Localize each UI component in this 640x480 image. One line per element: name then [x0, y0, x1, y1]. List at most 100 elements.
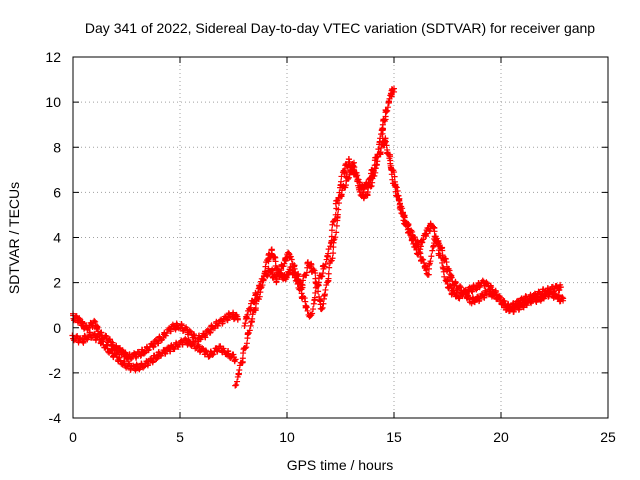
- x-tick-labels: 0 5 10 15 20 25: [69, 429, 616, 445]
- data-point: [225, 350, 232, 357]
- y-tick-label: 10: [45, 94, 61, 110]
- series-track-f: [386, 151, 567, 315]
- data-point: [123, 364, 130, 371]
- data-point: [255, 289, 262, 296]
- data-point: [257, 282, 264, 289]
- data-point: [71, 337, 78, 344]
- data-point: [335, 206, 342, 213]
- data-point: [510, 308, 517, 315]
- data-point: [315, 293, 322, 300]
- data-point: [557, 284, 564, 291]
- data-point: [243, 340, 250, 347]
- data-point: [186, 327, 193, 334]
- data-point: [280, 263, 287, 270]
- data-point: [127, 355, 134, 362]
- data-point: [140, 350, 147, 357]
- data-point: [403, 219, 410, 226]
- data-point: [304, 307, 311, 314]
- series-track-d: [241, 135, 389, 329]
- data-point: [420, 256, 427, 263]
- data-point: [468, 288, 475, 295]
- data-point: [392, 183, 399, 190]
- data-point: [243, 344, 250, 351]
- data-point: [429, 247, 436, 254]
- x-tick-label: 20: [493, 429, 509, 445]
- data-point: [322, 260, 329, 267]
- data-point: [428, 253, 435, 260]
- data-point: [91, 330, 98, 337]
- x-axis-title: GPS time / hours: [287, 457, 394, 473]
- data-point: [312, 270, 319, 277]
- data-point: [416, 248, 423, 255]
- data-point: [220, 345, 227, 352]
- data-point: [319, 273, 326, 280]
- y-tick-label: 2: [53, 275, 61, 291]
- data-point: [325, 270, 332, 277]
- data-point: [448, 274, 455, 281]
- data-point: [232, 382, 239, 389]
- series-track-e: [378, 126, 564, 313]
- data-point: [230, 351, 237, 358]
- data-point: [244, 311, 251, 318]
- data-point: [299, 277, 306, 284]
- grid: [73, 57, 608, 418]
- data-point: [461, 288, 468, 295]
- data-point: [158, 352, 165, 359]
- data-point: [79, 320, 86, 327]
- data-point: [288, 256, 295, 263]
- data-point: [476, 296, 483, 303]
- data-point: [425, 271, 432, 278]
- data-point: [242, 345, 249, 352]
- data-point: [199, 345, 206, 352]
- series-track-c: [232, 85, 398, 389]
- data-point: [393, 184, 400, 191]
- data-point: [334, 211, 341, 218]
- series-track-b: [69, 329, 239, 374]
- data-point: [314, 283, 321, 290]
- data-point: [197, 336, 204, 343]
- data-point: [303, 272, 310, 279]
- data-point: [303, 304, 310, 311]
- data-point: [84, 326, 91, 333]
- data-point: [457, 284, 464, 291]
- data-point: [242, 320, 249, 327]
- y-tick-label: -2: [49, 365, 62, 381]
- data-point: [335, 200, 342, 207]
- data-point: [153, 356, 160, 363]
- data-point: [71, 317, 78, 324]
- data-point: [232, 356, 239, 363]
- data-point: [116, 354, 123, 361]
- data-point: [328, 227, 335, 234]
- data-point: [91, 317, 98, 324]
- data-point: [241, 322, 248, 329]
- data-point: [333, 229, 340, 236]
- data-point: [387, 157, 394, 164]
- data-point: [233, 381, 240, 388]
- data-point: [391, 85, 397, 92]
- data-point: [287, 253, 294, 260]
- data-point: [318, 306, 325, 313]
- data-point: [103, 333, 110, 340]
- data-point: [291, 265, 298, 272]
- axis-ticks: [72, 56, 609, 419]
- data-point: [236, 366, 243, 373]
- data-point: [264, 273, 271, 280]
- data-point: [326, 264, 333, 271]
- y-tick-label: 12: [45, 49, 61, 65]
- data-point: [327, 243, 334, 250]
- data-point: [387, 162, 394, 169]
- y-tick-label: 6: [53, 184, 61, 200]
- data-point: [150, 341, 157, 348]
- data-point: [391, 173, 398, 180]
- data-point: [441, 273, 448, 280]
- data-point: [482, 287, 489, 294]
- data-point: [344, 175, 351, 182]
- data-point: [338, 178, 345, 185]
- data-point: [309, 310, 316, 317]
- data-point: [202, 334, 209, 341]
- y-tick-labels: -4 -2 0 2 4 6 8 10 12: [45, 49, 61, 426]
- y-tick-label: -4: [49, 410, 62, 426]
- data-point: [354, 178, 361, 185]
- data-point: [98, 337, 105, 344]
- data-point: [206, 353, 213, 360]
